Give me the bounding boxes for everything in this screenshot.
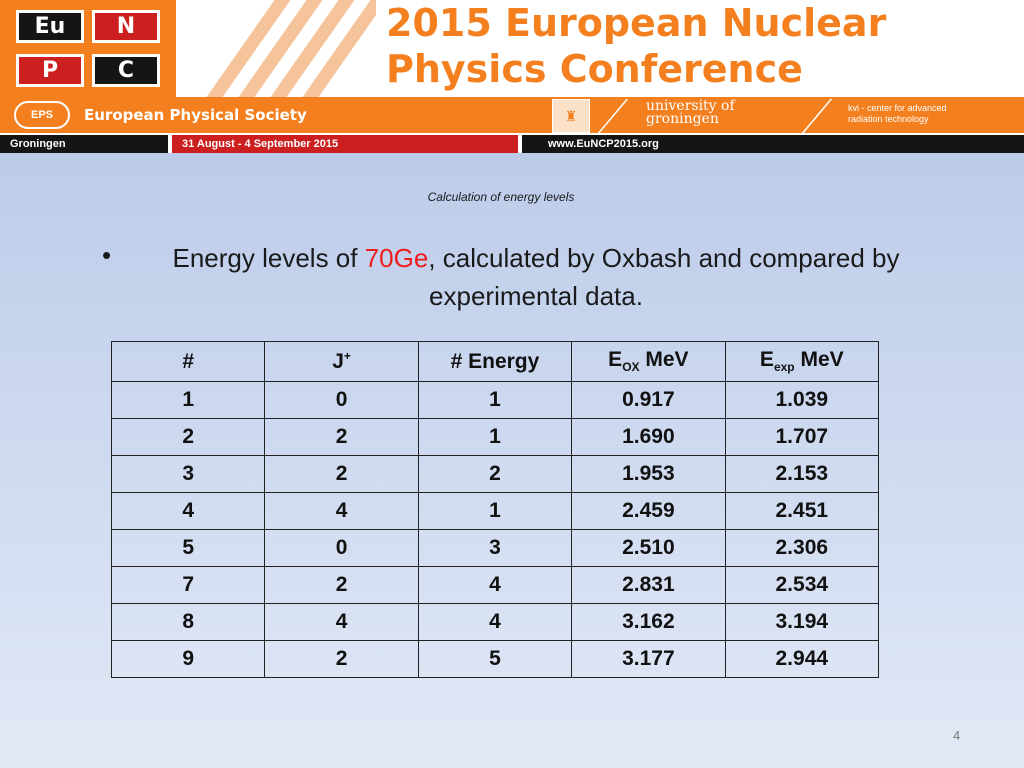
cell-eexp: 2.451: [724, 492, 880, 530]
page-number: 4: [953, 728, 961, 743]
cell-eexp: 1.707: [724, 418, 880, 456]
bullet-suffix: , calculated by Oxbash and compared by e…: [428, 243, 900, 311]
table-row: 4 4 1 2.459 2.451: [110, 492, 880, 530]
cell-eexp: 2.534: [724, 566, 880, 604]
table-row: 5 0 3 2.510 2.306: [110, 529, 880, 567]
header-eox-main: E: [608, 348, 623, 372]
table-row: 3 2 2 1.953 2.153: [110, 455, 880, 493]
bullet-prefix: Energy levels of: [172, 243, 365, 273]
cell-j: 2: [264, 418, 419, 456]
conference-banner: Eu N P C 2015 European Nuclear Physics C…: [0, 0, 1024, 153]
cell-eexp: 2.944: [724, 640, 880, 678]
bullet-text: Energy levels of 70Ge, calculated by Oxb…: [130, 239, 942, 315]
info-website: www.EuNCP2015.org: [522, 135, 1024, 153]
cell-eox: 2.510: [571, 529, 726, 567]
cell-index: 1: [110, 381, 266, 419]
cell-index: 2: [110, 418, 266, 456]
isotope-highlight: 70Ge: [364, 243, 429, 273]
header-energy: # Energy: [417, 341, 573, 382]
conference-title-line1: 2015 European Nuclear: [386, 1, 887, 45]
header-eox-sub: OX: [622, 360, 640, 375]
header-j: J+: [264, 341, 419, 382]
cell-energy: 4: [417, 603, 573, 641]
cell-j: 0: [264, 381, 419, 419]
header-eexp-main: E: [759, 348, 774, 372]
header-j-sup: +: [343, 349, 351, 363]
conference-title: 2015 European Nuclear Physics Conference: [386, 0, 1024, 97]
cell-index: 9: [110, 640, 266, 678]
table-row: 8 4 4 3.162 3.194: [110, 603, 880, 641]
header-j-main: J: [332, 350, 344, 373]
cell-j: 2: [264, 455, 419, 493]
header-eexp-sub: exp: [773, 360, 795, 375]
university-name: university of groningen: [646, 98, 735, 127]
logo-tile-p: P: [16, 54, 84, 87]
table-row: 2 2 1 1.690 1.707: [110, 418, 880, 456]
cell-energy: 1: [417, 418, 573, 456]
cell-energy: 2: [417, 455, 573, 493]
table-row: 9 2 5 3.177 2.944: [110, 640, 880, 678]
cell-eox: 1.690: [571, 418, 726, 456]
cell-index: 5: [110, 529, 266, 567]
cell-eexp: 2.306: [724, 529, 880, 567]
header-eox-unit: MeV: [639, 348, 689, 372]
cell-energy: 4: [417, 566, 573, 604]
sponsor-bar: [0, 97, 1024, 133]
kvi-name: kvi - center for advanced radiation tech…: [848, 103, 947, 125]
university-crest-icon: ♜: [552, 99, 590, 133]
cell-eox: 2.459: [571, 492, 726, 530]
cell-j: 2: [264, 640, 419, 678]
cell-index: 8: [110, 603, 266, 641]
info-bar: Groningen 31 August - 4 September 2015 w…: [0, 135, 1024, 153]
info-dates: 31 August - 4 September 2015: [172, 135, 518, 153]
cell-eexp: 1.039: [724, 381, 880, 419]
cell-j: 4: [264, 603, 419, 641]
cell-index: 3: [110, 455, 266, 493]
logo-tile-c: C: [92, 54, 160, 87]
conference-title-line2: Physics Conference: [386, 47, 803, 91]
cell-j: 0: [264, 529, 419, 567]
energy-levels-table: # J+ # Energy EOX MeV Eexp MeV 1 0 1 0.9…: [110, 341, 880, 678]
table-row: 1 0 1 0.917 1.039: [110, 381, 880, 419]
cell-energy: 1: [417, 492, 573, 530]
bullet-marker: •: [102, 240, 112, 270]
cell-index: 4: [110, 492, 266, 530]
decorative-stripes: [176, 0, 376, 97]
logo-tile-n: N: [92, 10, 160, 43]
kvi-line1: kvi - center for advanced: [848, 103, 947, 113]
table-row: 7 2 4 2.831 2.534: [110, 566, 880, 604]
cell-eox: 1.953: [571, 455, 726, 493]
cell-eexp: 3.194: [724, 603, 880, 641]
eunpc-logo: Eu N P C: [0, 0, 176, 97]
cell-j: 4: [264, 492, 419, 530]
cell-j: 2: [264, 566, 419, 604]
cell-energy: 5: [417, 640, 573, 678]
info-city: Groningen: [0, 135, 168, 153]
cell-eexp: 2.153: [724, 455, 880, 493]
table-header-row: # J+ # Energy EOX MeV Eexp MeV: [110, 341, 880, 382]
cell-eox: 0.917: [571, 381, 726, 419]
slide-subtitle: Calculation of energy levels: [427, 190, 575, 204]
cell-eox: 3.177: [571, 640, 726, 678]
university-line1: university of: [646, 98, 735, 114]
cell-eox: 3.162: [571, 603, 726, 641]
header-eexp: Eexp MeV: [724, 341, 880, 382]
cell-energy: 3: [417, 529, 573, 567]
cell-energy: 1: [417, 381, 573, 419]
kvi-line2: radiation technology: [848, 114, 929, 124]
university-line2: groningen: [646, 111, 719, 127]
logo-tile-eu: Eu: [16, 10, 84, 43]
cell-index: 7: [110, 566, 266, 604]
society-name: European Physical Society: [84, 106, 307, 124]
header-eox: EOX MeV: [571, 341, 726, 382]
globe-icon: EPS: [14, 101, 70, 129]
cell-eox: 2.831: [571, 566, 726, 604]
header-index: #: [110, 341, 266, 382]
header-eexp-unit: MeV: [794, 348, 844, 372]
